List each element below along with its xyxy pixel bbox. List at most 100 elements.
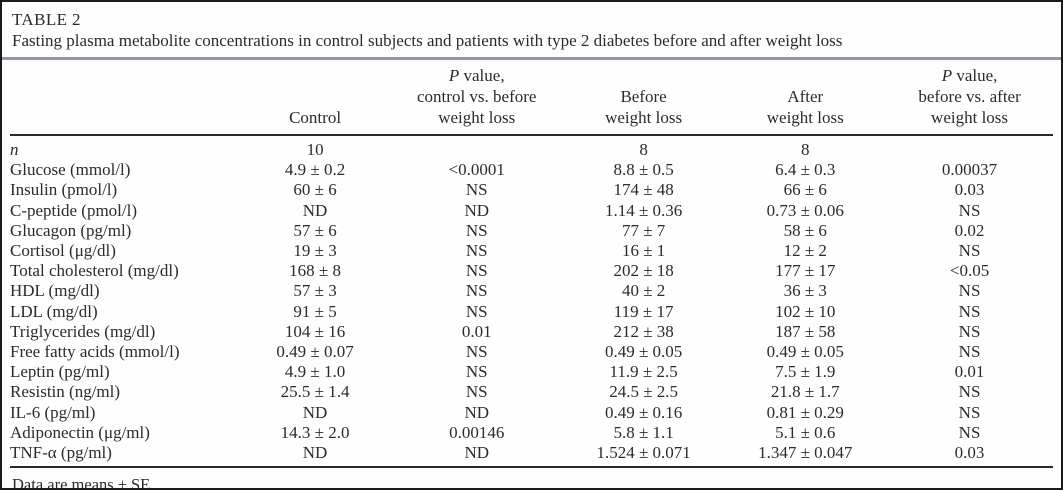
cell-value: 0.01 [954,362,985,382]
cell-value: <0.0001 [448,160,505,180]
cell-value: NS [958,321,981,341]
cell-value: 0.03 [886,443,1053,469]
cell-value: 0.49 ± 0.16 [604,402,683,422]
row-label: Total cholesterol (mg/dl) [10,261,179,281]
cell-value: 0.49 ± 0.05 [604,342,683,362]
table-row: Leptin (pg/ml) 4.9 ± 1.0 NS 11.9 ± 2.5 7.5 ±… [10,362,1053,382]
cell-value: 24.5 ± 2.5 [609,382,679,402]
cell-value [391,135,563,160]
row-label: Triglycerides (mg/dl) [10,321,156,341]
cell-value: 0.73 ± 0.06 [766,200,844,220]
cell-value: 25.5 ± 1.4 [280,382,350,402]
cell-value: NS [465,301,488,321]
cell-value: 212 ± 38 [613,321,674,341]
cell-value: 91 ± 5 [293,301,337,321]
cell-value: NS [958,382,981,402]
cell-value [886,135,1053,160]
cell-value: NS [958,422,981,442]
row-label: IL-6 (pg/ml) [10,402,96,422]
cell-value: 1.524 ± 0.071 [562,443,725,469]
table-row: Resistin (ng/ml) 25.5 ± 1.4 NS 24.5 ± 2.5 21… [10,382,1053,402]
caption-divider-rule [2,57,1061,60]
table-body: n 10 8 8 Glucose (mmol/l) 4.9 ± 0.2 <0.0001 8.8… [10,135,1053,469]
row-label: Adiponectin (μg/ml) [10,422,150,442]
cell-value: 104 ± 16 [284,321,346,341]
cell-value: 8 [639,140,648,159]
cell-value: 8 [801,140,810,159]
row-label: Glucose (mmol/l) [10,160,131,180]
cell-value: 57 ± 3 [293,281,337,301]
cell-value: 6.4 ± 0.3 [775,160,836,180]
row-label: C-peptide (pmol/l) [10,200,138,220]
cell-value: 66 ± 6 [783,180,827,200]
cell-value: ND [302,200,328,220]
table-title-block: TABLE 2 Fasting plasma metabolite concen… [2,2,1061,52]
cell-value: 202 ± 18 [613,261,674,281]
cell-value: 4.9 ± 1.0 [284,362,346,382]
cell-value: 0.01 [461,321,492,341]
column-header-pvalue-control-vs-before: P value, control vs. before weight loss [390,63,563,136]
table-row: Triglycerides (mg/dl) 104 ± 16 0.01 212 ± 3… [10,322,1053,342]
column-header-after-weight-loss: After weight loss [724,63,887,136]
row-label: HDL (mg/dl) [10,281,100,301]
row-label: TNF-α (pg/ml) [10,443,240,469]
cell-value: ND [464,200,490,220]
column-header-pvalue-before-vs-after: P value, before vs. after weight loss [886,63,1053,136]
cell-value: 8.8 ± 0.5 [613,160,674,180]
row-label: Cortisol (μg/dl) [10,241,116,261]
table-row: Free fatty acids (mmol/l) 0.49 ± 0.07 NS 0.… [10,342,1053,362]
cell-value: NS [465,362,488,382]
cell-value: 58 ± 6 [783,220,827,240]
cell-value: 5.8 ± 1.1 [613,422,674,442]
cell-value: 12 ± 2 [783,241,827,261]
cell-value: 19 ± 3 [293,241,337,261]
cell-value: 21.8 ± 1.7 [770,382,840,402]
cell-value: NS [958,402,981,422]
cell-value: 0.49 ± 0.05 [766,342,844,362]
cell-value: 77 ± 7 [621,220,666,240]
row-label: Glucagon (pg/ml) [10,220,132,240]
cell-value: NS [465,342,488,362]
row-label: Leptin (pg/ml) [10,362,110,382]
cell-value: NS [958,200,981,220]
cell-value: 7.5 ± 1.9 [775,362,836,382]
cell-value: NS [465,382,488,402]
cell-value: NS [465,241,488,261]
cell-value: 11.9 ± 2.5 [609,362,678,382]
cell-value: ND [239,443,391,469]
cell-value: 0.81 ± 0.29 [766,402,844,422]
cell-value: 168 ± 8 [289,261,341,281]
table-header-row: Control P value, control vs. before weig… [10,63,1053,136]
row-label: LDL (mg/dl) [10,301,98,321]
cell-value: 1.14 ± 0.36 [604,200,683,220]
cell-value: 10 [306,140,324,159]
cell-value: 187 ± 58 [775,321,836,341]
cell-value: NS [958,342,981,362]
cell-value: NS [958,301,981,321]
cell-value: 102 ± 10 [775,301,836,321]
cell-value: ND [390,443,563,469]
cell-value: NS [465,220,488,240]
table-row: TNF-α (pg/ml) ND ND 1.524 ± 0.071 1.347 ± 0.… [10,443,1053,469]
table-row: Total cholesterol (mg/dl) 168 ± 8 NS 202 ± … [10,261,1053,281]
cell-value: 14.3 ± 2.0 [280,422,350,442]
table-footnote: Data are means ± SE. [12,475,155,490]
table-row: Cortisol (μg/dl) 19 ± 3 NS 16 ± 1 12 ± 2 NS [10,241,1053,261]
row-label: Resistin (ng/ml) [10,382,121,402]
cell-value: ND [302,402,328,422]
row-label: Free fatty acids (mmol/l) [10,342,180,362]
cell-value: 36 ± 3 [783,281,827,301]
table-row: Glucagon (pg/ml) 57 ± 6 NS 77 ± 7 58 ± 6 0.02 [10,221,1053,241]
metabolite-table: Control P value, control vs. before weig… [10,63,1053,469]
cell-value: 0.03 [954,180,985,200]
table-number: TABLE 2 [12,10,81,29]
table-row: LDL (mg/dl) 91 ± 5 NS 119 ± 17 102 ± 10 NS [10,302,1053,322]
cell-value: <0.05 [949,261,990,281]
cell-value: 119 ± 17 [613,301,674,321]
cell-value: 177 ± 17 [775,261,836,281]
cell-value: 0.02 [954,220,985,240]
table-row: n 10 8 8 [10,135,1053,160]
column-header-before-weight-loss: Before weight loss [562,63,725,136]
table-row: Glucose (mmol/l) 4.9 ± 0.2 <0.0001 8.8 ± 0.… [10,160,1053,180]
